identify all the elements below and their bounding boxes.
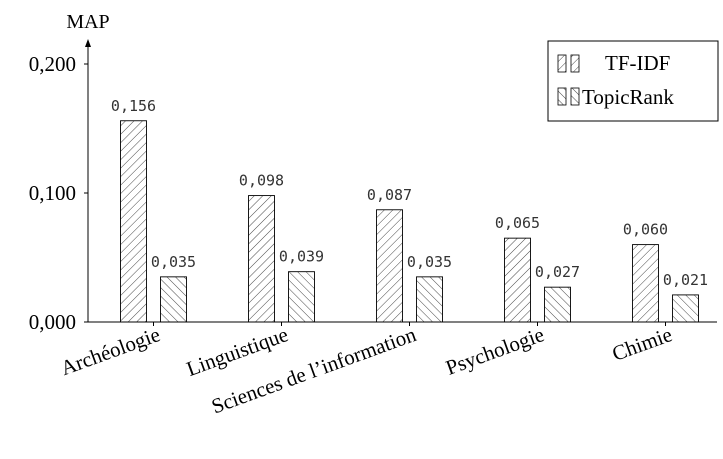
bar-tfidf xyxy=(248,195,275,323)
bar-topicrank xyxy=(160,276,187,323)
data-label: 0,027 xyxy=(535,263,580,281)
y-tick-label: 0,200 xyxy=(29,52,76,76)
data-label: 0,035 xyxy=(407,253,452,271)
value-labels: 0,156 0,035 0,098 0,039 0,087 0,035 0,065 0,027… xyxy=(111,97,708,289)
bar-topicrank xyxy=(288,271,315,323)
legend-label-tfidf: TF-IDF xyxy=(605,51,670,75)
bar-tfidf xyxy=(504,237,531,323)
legend-box xyxy=(547,40,719,122)
bar-tfidf xyxy=(632,244,659,323)
legend-swatch-topicrank xyxy=(570,87,580,106)
x-tick-label: Psychologie xyxy=(443,322,548,380)
data-label: 0,156 xyxy=(111,97,156,115)
bar-tfidf xyxy=(120,120,147,323)
bars-group xyxy=(120,120,699,323)
data-label: 0,039 xyxy=(279,248,324,266)
y-axis-arrow-icon xyxy=(85,39,91,47)
legend-label-topicrank: TopicRank xyxy=(582,85,674,109)
bar-topicrank xyxy=(416,276,443,323)
data-label: 0,087 xyxy=(367,186,412,204)
legend-swatch-tfidf xyxy=(557,54,567,73)
x-tick-label: Chimie xyxy=(609,322,675,366)
legend: TF-IDF TopicRank xyxy=(547,40,719,122)
data-label: 0,035 xyxy=(151,253,196,271)
data-label: 0,060 xyxy=(623,221,668,239)
legend-swatch-tfidf xyxy=(570,54,580,73)
x-tick-label: Sciences de l’information xyxy=(208,322,419,419)
y-tick-label: 0,000 xyxy=(29,310,76,334)
bar-topicrank xyxy=(672,294,699,323)
legend-swatch-topicrank xyxy=(557,87,567,106)
y-axis-ticks: 0,000 0,100 0,200 xyxy=(29,52,88,334)
y-axis-label: MAP xyxy=(66,11,109,33)
data-label: 0,098 xyxy=(239,172,284,190)
data-label: 0,021 xyxy=(663,271,708,289)
bar-tfidf xyxy=(376,209,403,323)
y-tick-label: 0,100 xyxy=(29,181,76,205)
data-label: 0,065 xyxy=(495,214,540,232)
bar-topicrank xyxy=(544,286,571,323)
